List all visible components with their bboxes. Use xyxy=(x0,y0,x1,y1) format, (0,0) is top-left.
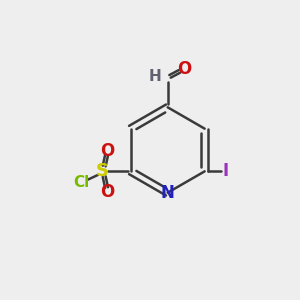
Text: S: S xyxy=(96,162,109,180)
Text: O: O xyxy=(177,60,191,78)
Text: O: O xyxy=(100,142,114,160)
Text: Cl: Cl xyxy=(74,175,90,190)
Text: I: I xyxy=(223,162,229,180)
Text: H: H xyxy=(149,70,162,85)
Text: N: N xyxy=(161,184,175,202)
Text: O: O xyxy=(100,183,114,201)
